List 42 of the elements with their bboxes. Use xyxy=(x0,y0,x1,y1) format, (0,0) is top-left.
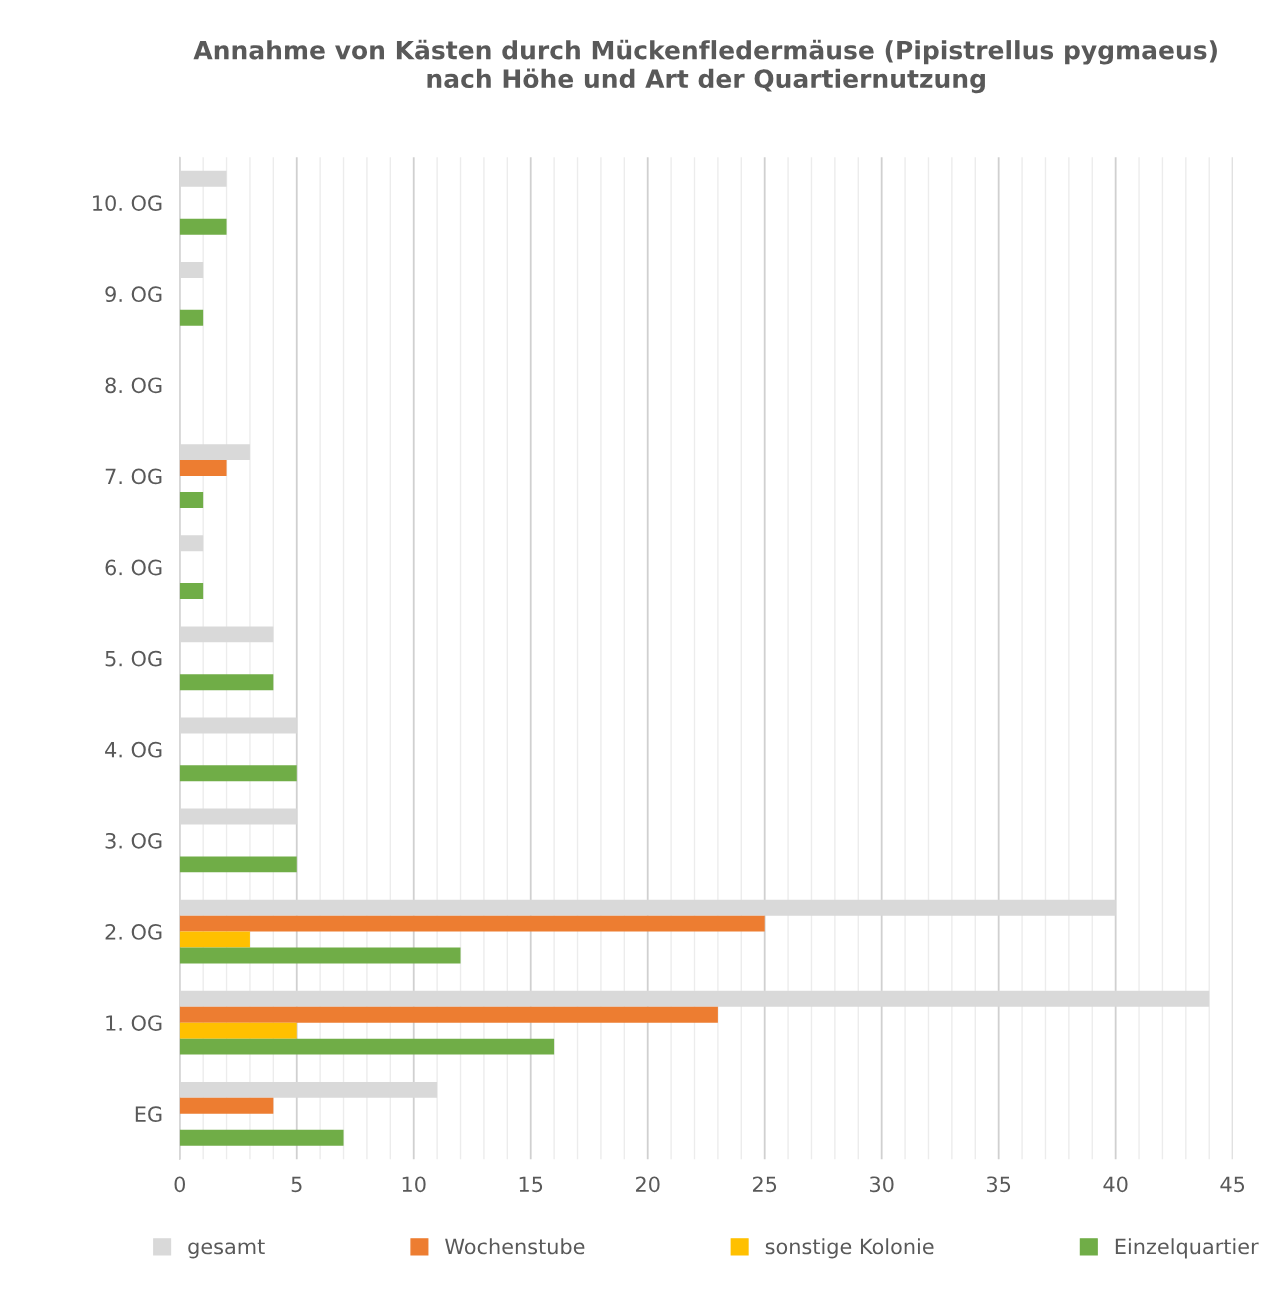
y-tick-label: 4. OG xyxy=(105,741,162,758)
x-tick-label: 5 xyxy=(291,1176,302,1193)
y-tick-label: 3. OG xyxy=(105,832,162,849)
y-tick-label: 10. OG xyxy=(93,195,162,211)
x-tick-label: 15 xyxy=(519,1176,543,1193)
bar xyxy=(179,492,204,508)
x-tick-label: 30 xyxy=(870,1176,894,1193)
x-tick-label: 25 xyxy=(752,1176,777,1193)
chart-title: Annahme von Kästen durch Mückenfledermäuse (Pipistrellus pygmaeus) nach Höhe und Art der Quartiernutzung xyxy=(193,39,1217,94)
bar xyxy=(179,460,227,477)
bar xyxy=(179,1038,555,1055)
x-tick-label: 10 xyxy=(402,1176,426,1193)
bar xyxy=(179,674,274,691)
bar xyxy=(179,765,297,782)
y-tick-label: EG xyxy=(135,1106,162,1123)
bar xyxy=(179,915,765,932)
bar xyxy=(179,931,250,948)
bar xyxy=(179,947,461,964)
y-tick-label: 7. OG xyxy=(105,468,162,485)
legend-label: Wochenstube xyxy=(445,1238,585,1255)
bar xyxy=(179,583,204,600)
bar xyxy=(179,218,227,235)
x-tick-label: 45 xyxy=(1220,1176,1245,1193)
bar xyxy=(179,856,297,873)
legend-label: gesamt xyxy=(188,1239,265,1259)
y-tick-label: 8. OG xyxy=(105,377,162,394)
y-tick-label: 2. OG xyxy=(105,924,162,940)
y-tick-label: 5. OG xyxy=(105,650,162,667)
bar xyxy=(179,309,204,326)
x-tick-label: 35 xyxy=(987,1176,1011,1193)
y-tick-label: 9. OG xyxy=(105,286,162,303)
bar xyxy=(179,1006,718,1023)
y-tick-label: 1. OG xyxy=(106,1015,162,1031)
bar xyxy=(179,1022,297,1039)
x-tick-label: 20 xyxy=(635,1176,660,1193)
bar xyxy=(179,1129,344,1146)
legend-label: sonstige Kolonie xyxy=(765,1238,934,1259)
legend-label: Einzelquartier xyxy=(1115,1238,1259,1259)
y-tick-label: 6. OG xyxy=(105,559,162,576)
bar xyxy=(179,1097,274,1114)
x-tick-label: 0 xyxy=(174,1176,185,1193)
x-tick-label: 40 xyxy=(1103,1176,1128,1193)
